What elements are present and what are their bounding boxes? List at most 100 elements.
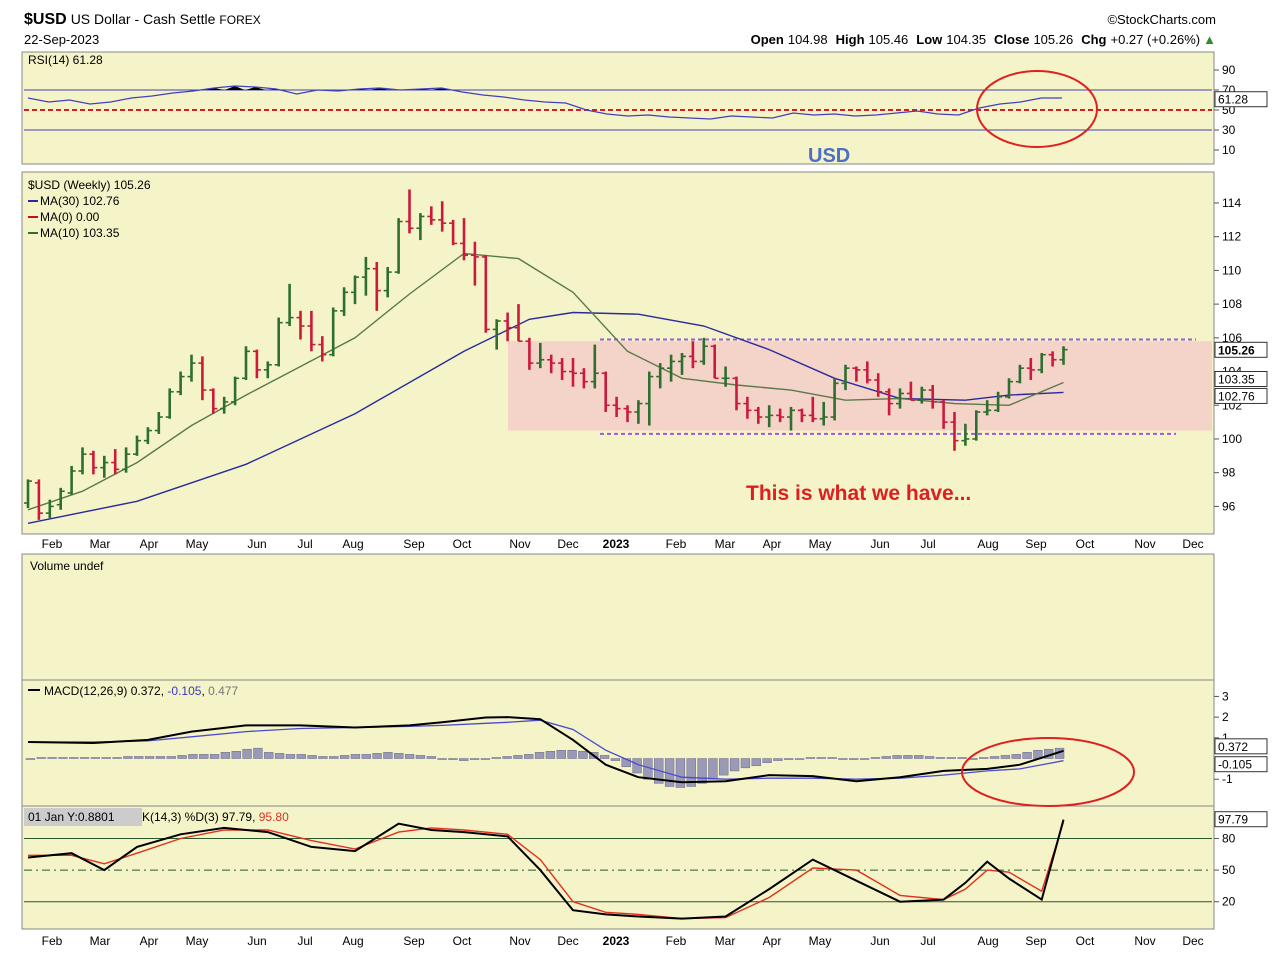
price-bar bbox=[787, 406, 795, 431]
ma0-legend: MA(0) 0.00 bbox=[40, 210, 100, 224]
price-bar bbox=[133, 435, 141, 456]
rsi-current-value-box bbox=[1214, 91, 1268, 108]
price-bar bbox=[525, 337, 534, 370]
price-bar bbox=[274, 317, 283, 367]
rsi-tick-label: 30 bbox=[1222, 123, 1236, 137]
brand-label: ©StockCharts.com bbox=[1107, 12, 1216, 27]
macd-histogram-bar bbox=[58, 757, 68, 759]
macd-histogram-bar bbox=[816, 757, 826, 759]
macd-legend-main: MACD(12,26,9) 0.372 bbox=[44, 684, 161, 698]
macd-histogram-bar bbox=[762, 758, 772, 763]
bottom-x-tick: Nov bbox=[1134, 934, 1155, 948]
bottom-x-tick: Jul bbox=[297, 934, 312, 948]
price-x-tick: Nov bbox=[509, 537, 530, 551]
macd-histogram-bar bbox=[480, 758, 491, 760]
stoch-legend-main: K(14,3) %D(3) 97.79 bbox=[142, 810, 252, 824]
macd-histogram-bar bbox=[264, 752, 274, 759]
bottom-x-tick: Nov bbox=[509, 934, 530, 948]
macd-histogram-bar bbox=[296, 754, 306, 759]
macd-panel bbox=[21, 679, 1215, 807]
rsi-line bbox=[27, 85, 1062, 120]
price-bar bbox=[78, 447, 87, 475]
price-bar bbox=[797, 408, 806, 423]
date-label: 22-Sep-2023 bbox=[24, 32, 99, 47]
macd-histogram-bar bbox=[372, 753, 382, 759]
stoch-crosshair-readout: 01 Jan Y:0.8801 bbox=[28, 810, 115, 824]
price-bar bbox=[165, 388, 174, 419]
price-bar bbox=[667, 354, 676, 382]
macd-histogram-bar bbox=[610, 758, 621, 761]
ma10-value-tag: 103.35 bbox=[1218, 373, 1255, 387]
macd-histogram-bar bbox=[513, 755, 523, 759]
usd-watermark: USD bbox=[808, 145, 850, 167]
macd-histogram-bar bbox=[805, 757, 816, 759]
price-bar bbox=[590, 344, 599, 389]
last-price-tag: 105.26 bbox=[1218, 343, 1255, 357]
price-tick-label: 98 bbox=[1222, 466, 1236, 480]
macd-legend: MACD(12,26,9) 0.372, -0.105, 0.477 bbox=[44, 684, 238, 698]
bottom-x-tick: May bbox=[809, 934, 832, 948]
price-bar bbox=[917, 386, 926, 404]
macd-histogram-bar bbox=[426, 756, 436, 759]
stoch-legend-sep: , bbox=[252, 810, 259, 824]
price-bar bbox=[1037, 353, 1046, 374]
price-x-tick: Nov bbox=[1134, 537, 1155, 551]
price-bar bbox=[765, 405, 774, 428]
price-bar bbox=[122, 447, 131, 473]
macd-histogram-bar bbox=[209, 754, 220, 759]
macd-histogram-bar bbox=[491, 757, 501, 759]
price-bar bbox=[242, 346, 250, 380]
price-bar bbox=[143, 427, 152, 445]
rsi-tick-label: 10 bbox=[1222, 143, 1236, 157]
macd-histogram-bar bbox=[719, 758, 729, 776]
macd-legend-sep: , bbox=[201, 684, 208, 698]
macd-histogram-bar bbox=[437, 758, 447, 760]
price-bar bbox=[776, 408, 785, 423]
price-bar bbox=[972, 410, 981, 441]
price-bar bbox=[67, 465, 76, 495]
price-bar bbox=[721, 366, 730, 387]
price-tick-label: 108 bbox=[1222, 297, 1242, 311]
price-x-tick: Apr bbox=[140, 537, 159, 551]
price-bar bbox=[656, 363, 665, 389]
price-bar bbox=[678, 353, 686, 375]
macd-histogram-bar bbox=[935, 757, 946, 759]
macd-histogram-bar bbox=[524, 754, 534, 759]
price-bar bbox=[416, 213, 425, 241]
macd-histogram-bar bbox=[285, 754, 296, 759]
bottom-x-tick: Aug bbox=[977, 934, 998, 948]
macd-histogram-bar bbox=[459, 758, 469, 761]
price-bar bbox=[492, 319, 501, 350]
bottom-x-tick: May bbox=[186, 934, 209, 948]
macd-legend-sep: , bbox=[161, 684, 168, 698]
macd-histogram-bar bbox=[686, 758, 696, 787]
macd-histogram-bar bbox=[242, 748, 252, 759]
ma10-legend: MA(10) 103.35 bbox=[40, 226, 120, 240]
macd-signal-value-tag: -0.105 bbox=[1218, 758, 1252, 772]
price-bar bbox=[154, 412, 163, 434]
price-bar bbox=[1026, 358, 1035, 380]
bottom-x-tick: Mar bbox=[715, 934, 736, 948]
macd-histogram-bar bbox=[849, 758, 859, 760]
price-tick-label: 100 bbox=[1222, 432, 1242, 446]
price-legend: $USD (Weekly) 105.26 bbox=[28, 178, 151, 192]
annotation-text: This is what we have... bbox=[746, 482, 971, 505]
price-bar bbox=[449, 219, 458, 246]
macd-histogram-bar bbox=[567, 749, 577, 759]
price-bar bbox=[209, 388, 218, 414]
price-bar bbox=[318, 336, 327, 362]
price-bar bbox=[634, 400, 643, 424]
price-bar bbox=[176, 371, 185, 396]
price-bar bbox=[220, 396, 229, 414]
price-bar bbox=[56, 487, 65, 510]
macd-histogram-bar bbox=[621, 758, 631, 768]
macd-histogram-bar bbox=[134, 756, 144, 759]
price-bar bbox=[841, 364, 850, 391]
price-bar bbox=[961, 423, 970, 446]
macd-histogram-bar bbox=[36, 757, 46, 759]
price-x-tick: Mar bbox=[90, 537, 111, 551]
price-bar bbox=[100, 455, 109, 478]
macd-histogram-bar bbox=[773, 758, 783, 761]
price-x-tick: Jun bbox=[247, 537, 266, 551]
